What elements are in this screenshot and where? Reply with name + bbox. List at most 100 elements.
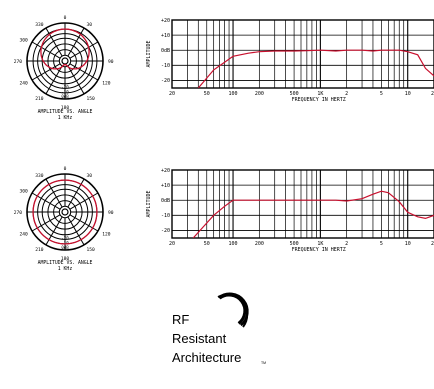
x-tick-label: 20 (169, 241, 175, 247)
polar-angle-label: 270 (14, 210, 23, 216)
polar-center (61, 208, 69, 216)
y-tick-label: -20 (161, 78, 170, 84)
polar-angle-label: 30 (87, 173, 93, 179)
polar-plot: 0 30 90 120 150 180 210 240 270 300 330 0dB-10-20 AM… (14, 166, 114, 272)
polar-spoke (45, 65, 63, 95)
y-tick-label: -10 (161, 63, 170, 69)
x-tick-label: 1K (317, 241, 323, 247)
polar-db-label: -10 (61, 89, 69, 94)
polar-db-label: 0dB (61, 94, 69, 99)
logo-text-architecture: Architecture (172, 350, 241, 365)
polar-angle-label: 180 (61, 105, 70, 111)
polar-spoke (31, 41, 61, 59)
polar-angle-label: 0 (64, 166, 67, 172)
polar-angle-label: 120 (102, 81, 111, 87)
polar-angle-label: 240 (19, 81, 28, 87)
y-tick-label: +20 (161, 18, 170, 24)
polar-angle-label: 150 (87, 96, 96, 102)
polar-spoke (31, 214, 61, 232)
y-tick-label: -20 (161, 228, 170, 234)
polar-angle-label: 270 (14, 59, 23, 65)
x-tick-label: 500 (290, 91, 299, 97)
polar-response-curve (32, 179, 98, 245)
x-tick-label: 2 (345, 91, 348, 97)
polar-db-label: -20 (61, 84, 69, 89)
polar-ring (58, 205, 72, 219)
chart-frame (171, 169, 434, 239)
polar-db-label: -20 (61, 235, 69, 240)
polar-spoke (45, 178, 63, 208)
polar-caption-freq: 1 KHz (58, 266, 73, 272)
frequency-response-chart: +20 +10 0dB -10 -20 20 50 100 200 500 1K 2 5 10 20 FREQ… (146, 168, 434, 253)
x-tick-label: 20 (169, 91, 175, 97)
polar-angle-label: 240 (19, 232, 28, 238)
polar-spoke (31, 192, 61, 210)
polar-spoke (31, 63, 61, 81)
polar-spoke (67, 178, 85, 208)
polar-spoke (45, 216, 63, 246)
frequency-response-chart: +20 +10 0dB -10 -20 20 50 100 200 500 1K 2 5 10 20 FREQ… (146, 18, 434, 103)
logo-text-rf: RF (172, 312, 189, 327)
x-tick-label: 10 (405, 91, 411, 97)
x-tick-label: 50 (204, 241, 210, 247)
y-tick-label: 0dB (161, 198, 170, 204)
polar-angle-label: 330 (35, 173, 44, 179)
polar-caption: AMPLITUDE VS. ANGLE (38, 260, 93, 266)
polar-angle-label: 180 (61, 256, 70, 262)
frequency-response-curve (192, 190, 434, 238)
polar-angle-label: 0 (64, 15, 67, 21)
x-tick-label: 100 (229, 241, 238, 247)
polar-angle-label: 210 (35, 247, 44, 253)
chart-frame (171, 19, 434, 89)
polar-spoke (69, 41, 99, 59)
polar-spoke (69, 214, 99, 232)
x-tick-label: 1K (317, 91, 323, 97)
x-tick-label: 200 (255, 91, 264, 97)
polar-angle-label: 90 (108, 59, 114, 65)
polar-spoke (69, 192, 99, 210)
polar-plot: 0 30 90 120 150 180 210 240 270 300 330 0dB-10-20 AM… (14, 15, 114, 121)
y-axis-label: AMPLITUDE (146, 40, 152, 67)
polar-angle-label: 90 (108, 210, 114, 216)
polar-db-label: 0dB (61, 245, 69, 250)
x-tick-label: 20 (431, 91, 434, 97)
y-tick-label: +20 (161, 168, 170, 174)
x-axis-label: FREQUENCY IN HERTZ (292, 247, 346, 253)
y-tick-label: +10 (161, 183, 170, 189)
polar-angle-label: 120 (102, 232, 111, 238)
x-tick-label: 5 (380, 241, 383, 247)
x-tick-label: 200 (255, 241, 264, 247)
polar-response-curve (40, 28, 90, 70)
x-tick-label: 20 (431, 241, 434, 247)
x-axis-label: FREQUENCY IN HERTZ (292, 97, 346, 103)
polar-angle-label: 300 (19, 38, 28, 44)
x-tick-label: 10 (405, 241, 411, 247)
polar-caption: AMPLITUDE VS. ANGLE (38, 109, 93, 115)
polar-angle-label: 210 (35, 96, 44, 102)
logo-text-resistant: Resistant (172, 331, 227, 346)
x-tick-label: 5 (380, 91, 383, 97)
polar-spoke (67, 27, 85, 57)
y-axis-label: AMPLITUDE (146, 190, 152, 217)
polar-angle-label: 300 (19, 189, 28, 195)
frequency-response-curve (197, 49, 434, 88)
x-tick-label: 50 (204, 91, 210, 97)
polar-spoke (67, 216, 85, 246)
polar-angle-label: 30 (87, 22, 93, 28)
logo-trademark: TM (261, 361, 266, 365)
polar-db-label: -10 (61, 240, 69, 245)
polar-angle-label: 150 (87, 247, 96, 253)
y-tick-label: -10 (161, 213, 170, 219)
x-tick-label: 500 (290, 241, 299, 247)
signal-arc-icon (217, 293, 249, 328)
polar-center (61, 57, 69, 65)
rf-resistant-architecture-logo: RF Resistant Architecture TM (172, 292, 266, 365)
polar-angle-label: 330 (35, 22, 44, 28)
polar-caption-freq: 1 KHz (58, 115, 73, 121)
polar-spoke (67, 65, 85, 95)
y-tick-label: +10 (161, 33, 170, 39)
y-tick-label: 0dB (161, 48, 170, 54)
polar-spoke (45, 27, 63, 57)
x-tick-label: 100 (229, 91, 238, 97)
